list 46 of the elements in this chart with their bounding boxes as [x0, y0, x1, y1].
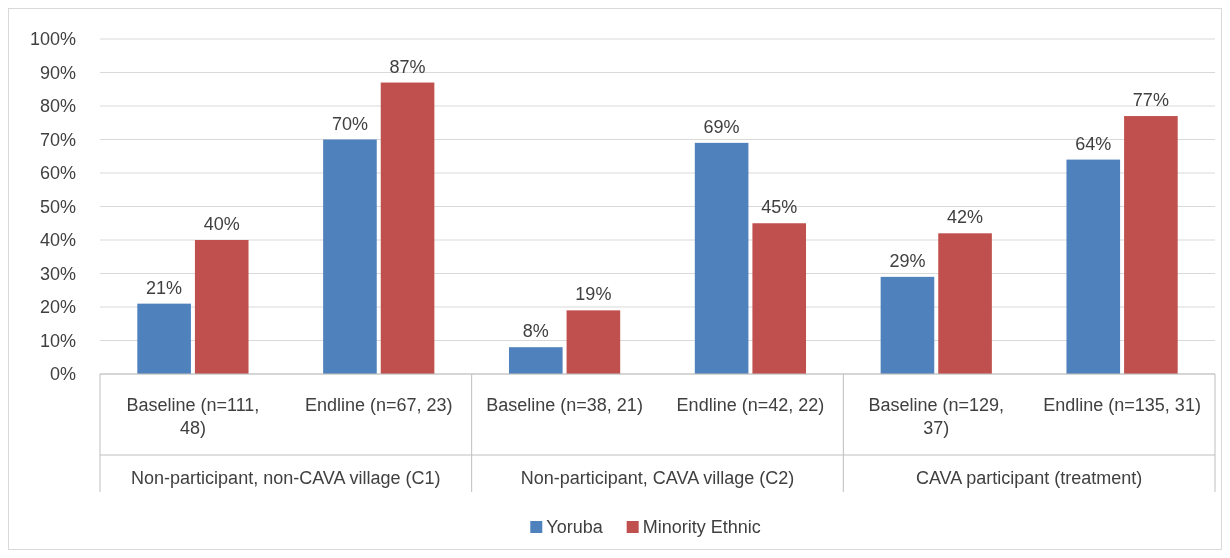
y-tick-label: 60% [39, 163, 76, 184]
bar [1066, 159, 1121, 374]
bar [880, 276, 935, 374]
bar [752, 223, 807, 374]
x-tick-label: Endline (n=42, 22) [676, 395, 825, 416]
x-tick-label: Baseline (n=111, 48) [126, 395, 260, 439]
data-label: 19% [575, 284, 612, 305]
text: CAVA participant (treatment) [915, 468, 1143, 489]
bar [508, 347, 563, 374]
bar [566, 310, 621, 374]
y-tick-label: 0% [49, 364, 76, 385]
legend-label: Minority Ethnic [642, 517, 761, 538]
data-label: 21% [146, 277, 183, 298]
legend-label: Yoruba [546, 517, 604, 538]
text: Non-participant, non-CAVA village (C1) [131, 468, 441, 489]
bar [137, 303, 191, 374]
bar [694, 142, 749, 374]
text: Non-participant, CAVA village (C2) [520, 468, 795, 489]
x-tick-label: Baseline (n=38, 21) [486, 395, 643, 416]
bar [1124, 116, 1178, 374]
y-tick-label: 30% [39, 263, 76, 284]
data-label: 29% [889, 250, 926, 271]
y-tick-label: 20% [39, 297, 76, 318]
y-tick-label: 40% [39, 230, 76, 251]
data-label: 70% [331, 113, 368, 134]
y-tick-label: 100% [29, 29, 76, 50]
y-tick-label: 80% [39, 96, 76, 117]
data-label: 87% [389, 56, 426, 77]
data-label: 42% [947, 207, 984, 228]
x-tick-label: Endline (n=135, 31) [1043, 395, 1201, 416]
data-label: 64% [1075, 133, 1112, 154]
data-label: 40% [203, 214, 240, 234]
y-tick-label: 50% [39, 196, 76, 217]
data-label: 8% [522, 321, 549, 342]
bar [323, 139, 377, 374]
y-tick-label: 10% [39, 330, 76, 351]
x-tick-label: Baseline (n=129, 37) [868, 395, 1005, 439]
y-tick-label: 90% [39, 62, 76, 83]
data-label: 45% [761, 197, 798, 218]
bar [194, 240, 249, 374]
y-tick-label: 70% [39, 129, 76, 150]
bar [380, 82, 435, 374]
bar [938, 233, 992, 374]
data-label: 77% [1132, 90, 1169, 111]
x-tick-label: Endline (n=67, 23) [304, 395, 453, 416]
data-label: 69% [703, 116, 740, 137]
